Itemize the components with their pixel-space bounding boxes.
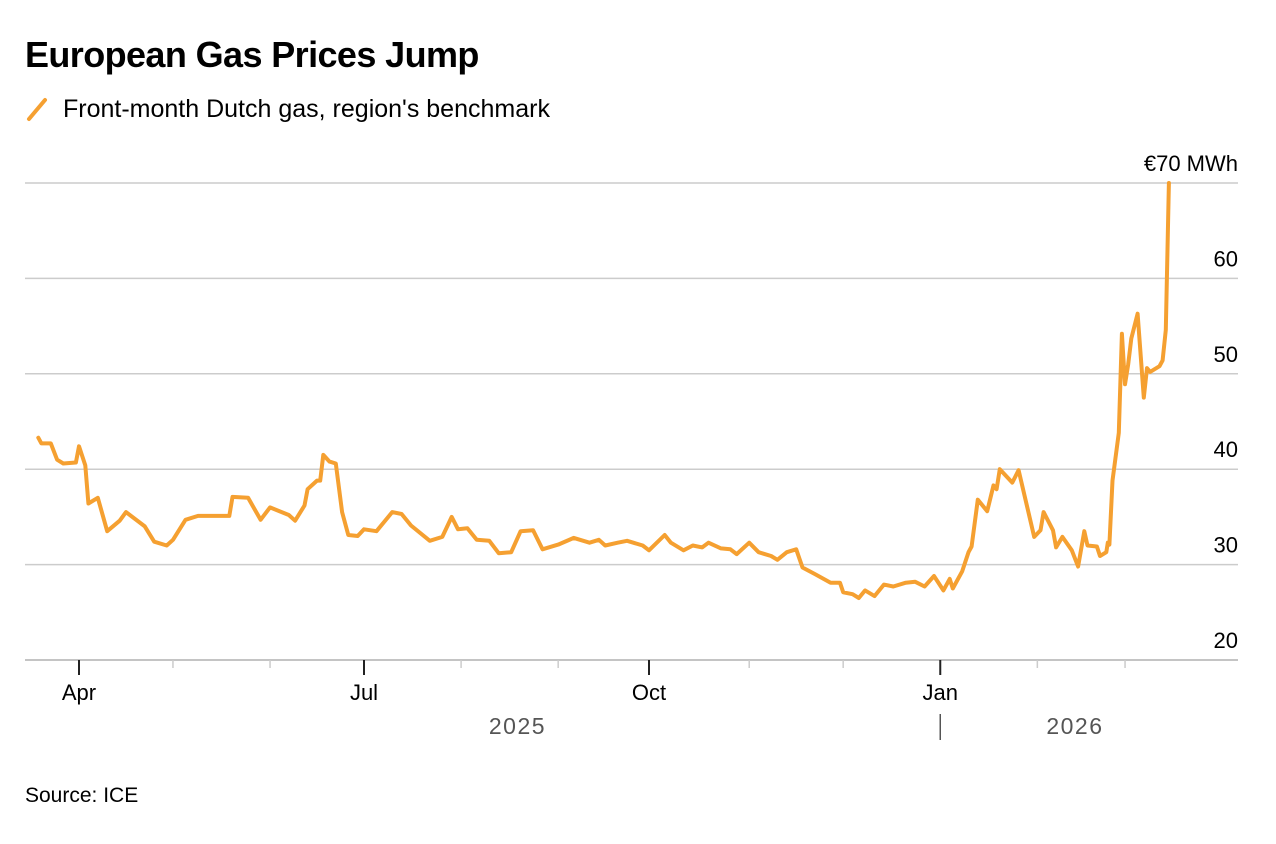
y-tick-label: 50 [1214, 342, 1238, 367]
year-label: 2025 [489, 713, 546, 739]
gridlines [25, 182, 1238, 661]
series-group [36, 181, 1171, 600]
x-tick-label: Apr [62, 680, 96, 705]
chart-title: European Gas Prices Jump [25, 34, 479, 75]
year-label: 2026 [1046, 713, 1103, 739]
y-axis-labels: €70 MWh 60 50 40 30 20 [1144, 151, 1238, 653]
x-axis: Apr Jul Oct Jan 2025 2026 [62, 660, 1126, 740]
source-note: Source: ICE [25, 784, 139, 807]
y-tick-label: 20 [1214, 628, 1238, 653]
y-tick-label: 30 [1214, 533, 1238, 558]
series-line [36, 181, 1171, 600]
slash-line-icon [27, 98, 47, 121]
legend: Front-month Dutch gas, region's benchmar… [25, 94, 550, 124]
y-tick-label: €70 MWh [1144, 151, 1238, 176]
x-tick-label: Jan [923, 680, 958, 705]
x-tick-label: Jul [350, 680, 378, 705]
legend-label: Front-month Dutch gas, region's benchmar… [63, 94, 550, 123]
x-tick-label: Oct [632, 680, 666, 705]
y-tick-label: 40 [1214, 437, 1238, 462]
y-tick-label: 60 [1214, 246, 1238, 271]
